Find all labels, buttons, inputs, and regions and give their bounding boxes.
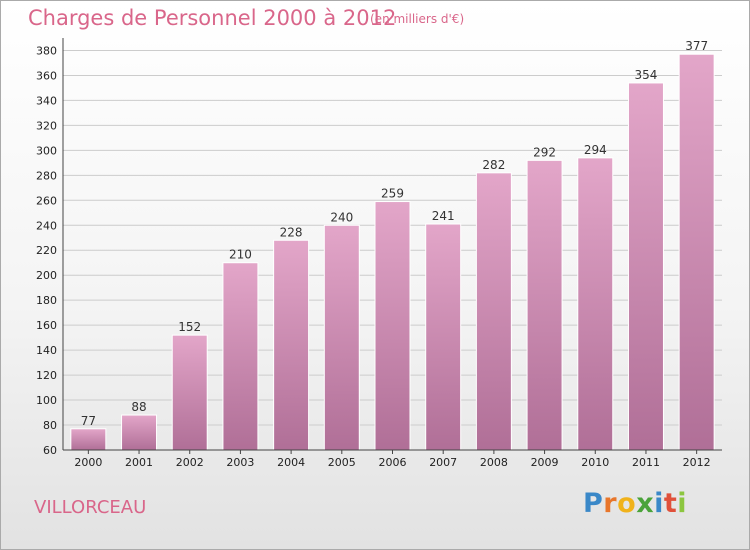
y-tick-label: 240 [36,219,57,232]
y-tick-label: 300 [36,144,57,157]
x-tick-label: 2011 [632,456,660,469]
y-tick-label: 120 [36,369,57,382]
bar-value-label: 282 [482,158,505,172]
bars: 77 88 152 210 228 240 259 241 282 292 294 354 377 [70,39,715,451]
chart-subtitle: (en milliers d'€) [370,12,465,26]
y-tick-label: 380 [36,44,57,57]
bar [323,224,360,451]
y-tick-label: 140 [36,344,57,357]
chart-title: Charges de Personnel 2000 à 2012 [28,6,397,30]
bar [678,53,715,451]
x-tick-label: 2006 [379,456,407,469]
y-tick-label: 260 [36,194,57,207]
y-tick-label: 180 [36,294,57,307]
bar [577,157,614,451]
y-tick-label: 320 [36,119,57,132]
y-tick-label: 220 [36,244,57,257]
bar [374,201,411,451]
bar [70,428,107,451]
y-tick-label: 80 [43,419,57,432]
x-tick-label: 2002 [176,456,204,469]
bar [526,159,563,451]
x-tick-label: 2004 [277,456,305,469]
bar-value-label: 259 [381,187,404,201]
x-tick-label: 2001 [125,456,153,469]
y-tick-label: 60 [43,444,57,457]
bar-value-label: 88 [131,400,146,414]
bar [121,414,158,451]
x-tick-label: 2003 [226,456,254,469]
x-tick-label: 2010 [581,456,609,469]
proxiti-logo: Proxiti [583,488,687,519]
bar [425,223,462,451]
commune-name: VILLORCEAU [34,497,147,518]
y-tick-label: 280 [36,169,57,182]
bar-value-label: 228 [280,225,303,239]
bar-value-label: 294 [584,143,607,157]
bar [273,239,310,451]
y-tick-label: 160 [36,319,57,332]
x-tick-label: 2000 [74,456,102,469]
x-tick-label: 2007 [429,456,457,469]
bar-value-label: 354 [635,68,658,82]
bar [475,172,512,451]
bar-value-label: 292 [533,145,556,159]
logo-letter: t [663,488,678,519]
bar [222,262,259,451]
bar-value-label: 241 [432,209,455,223]
bar-value-label: 77 [81,414,96,428]
bar-value-label: 240 [330,210,353,224]
x-tick-label: 2012 [683,456,711,469]
bar [171,334,208,451]
x-tick-label: 2008 [480,456,508,469]
logo-letter: r [603,488,618,519]
y-tick-label: 340 [36,94,57,107]
axes: 60 80 100 120 140 160 180 200 220 240 260 280 300 320… [36,38,722,469]
logo-letter: o [617,488,637,519]
logo-letter: i [654,488,664,519]
logo-letter: i [677,488,688,519]
y-tick-label: 200 [36,269,57,282]
logo-letter: x [636,488,655,519]
x-tick-label: 2005 [328,456,356,469]
bar-value-label: 152 [178,320,201,334]
bar [627,82,664,451]
y-tick-label: 100 [36,394,57,407]
logo-letter: P [583,488,604,519]
bar-value-label: 377 [685,39,708,53]
bar-value-label: 210 [229,248,252,262]
x-tick-label: 2009 [531,456,559,469]
y-tick-label: 360 [36,69,57,82]
